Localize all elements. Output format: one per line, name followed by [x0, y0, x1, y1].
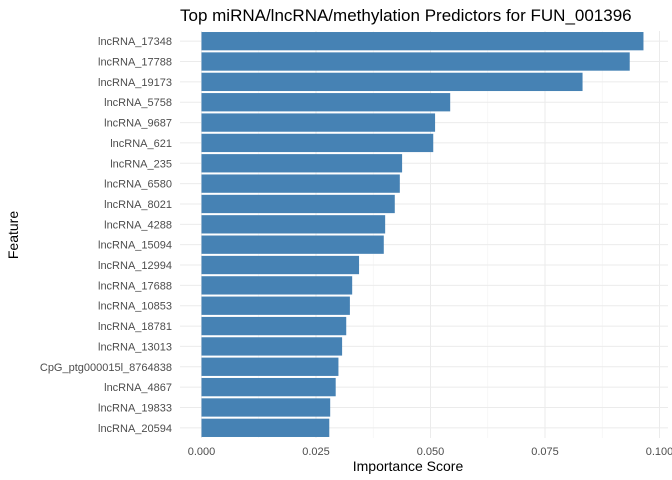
y-tick-label: lncRNA_10853: [98, 301, 172, 313]
x-tick-label: 0.050: [417, 446, 445, 458]
y-tick-label: lncRNA_621: [110, 138, 172, 150]
y-tick-label: lncRNA_20594: [98, 423, 172, 435]
bar: [201, 215, 386, 234]
y-tick-label: lncRNA_9687: [104, 118, 172, 130]
y-tick-label: lncRNA_4288: [104, 219, 172, 231]
y-tick-label: lncRNA_12994: [98, 260, 172, 272]
y-tick-label: lncRNA_4867: [104, 382, 172, 394]
bar: [201, 276, 353, 295]
y-axis-title: Feature: [5, 211, 21, 259]
bar: [201, 52, 630, 71]
y-tick-label: lncRNA_235: [110, 158, 172, 170]
x-tick-label: 0.100: [646, 446, 672, 458]
grid-lines: [180, 31, 668, 438]
y-tick-label: lncRNA_17348: [98, 36, 172, 48]
y-tick-label: lncRNA_6580: [104, 179, 172, 191]
bar: [201, 357, 339, 376]
bar: [201, 418, 330, 437]
x-tick-label: 0.025: [302, 446, 330, 458]
bar: [201, 72, 583, 92]
y-tick-label: lncRNA_19833: [98, 402, 172, 414]
bar: [201, 337, 343, 356]
y-tick-label: lncRNA_8021: [104, 199, 172, 211]
chart-title: Top miRNA/lncRNA/methylation Predictors …: [180, 6, 632, 25]
y-tick-labels: lncRNA_17348 lncRNA_17788 lncRNA_19173 lncR…: [40, 36, 172, 435]
bar: [201, 377, 336, 397]
bar: [201, 113, 436, 132]
x-tick-label: 0.000: [188, 446, 216, 458]
bar: [201, 194, 395, 214]
bar: [201, 296, 350, 315]
bar: [201, 154, 403, 173]
bar: [201, 32, 644, 51]
bar: [201, 93, 451, 112]
bar: [201, 235, 384, 254]
y-tick-label: lncRNA_19173: [98, 77, 172, 89]
x-tick-labels: 0.000 0.025 0.050 0.075 0.100: [188, 446, 672, 458]
bar: [201, 398, 331, 417]
y-tick-label: lncRNA_15094: [98, 240, 172, 252]
bar: [201, 255, 360, 275]
y-tick-label: lncRNA_13013: [98, 341, 172, 353]
y-tick-label: lncRNA_17788: [98, 57, 172, 69]
y-tick-label: lncRNA_18781: [98, 321, 172, 333]
x-axis-title: Importance Score: [353, 458, 464, 474]
bar: [201, 316, 347, 336]
bar: [201, 133, 434, 153]
bar: [201, 174, 400, 193]
y-tick-label: CpG_ptg000015l_8764838: [40, 362, 172, 374]
y-tick-label: lncRNA_5758: [104, 97, 172, 109]
y-tick-label: lncRNA_17688: [98, 280, 172, 292]
bars-group: [201, 32, 644, 437]
x-tick-label: 0.075: [531, 446, 559, 458]
